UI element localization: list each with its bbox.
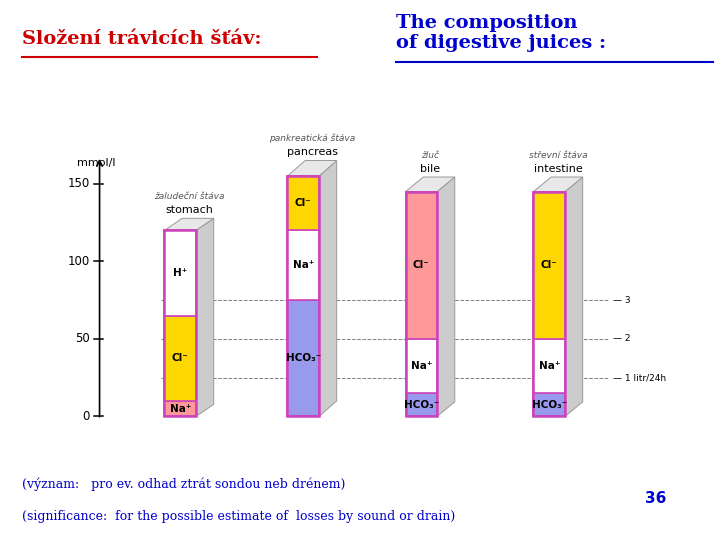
Bar: [287, 176, 319, 231]
Polygon shape: [565, 177, 582, 416]
Text: The composition
of digestive juices :: The composition of digestive juices :: [396, 14, 606, 52]
Polygon shape: [319, 160, 337, 416]
Text: žluč: žluč: [421, 151, 439, 160]
Text: H⁺: H⁺: [173, 268, 187, 278]
Polygon shape: [287, 160, 337, 176]
Bar: [287, 300, 319, 416]
Text: Na⁺: Na⁺: [292, 260, 314, 271]
Text: pancreas: pancreas: [287, 147, 338, 157]
Bar: [287, 231, 319, 300]
Bar: [164, 316, 196, 401]
Text: mmol/l: mmol/l: [77, 158, 115, 168]
Polygon shape: [437, 177, 455, 416]
Text: (significance:  for the possible estimate of  losses by sound or drain): (significance: for the possible estimate…: [22, 510, 455, 523]
Text: — 1 litr/24h: — 1 litr/24h: [613, 373, 666, 382]
Bar: [534, 192, 565, 416]
Bar: [405, 192, 437, 339]
Text: žaludeční štáva: žaludeční štáva: [154, 192, 225, 201]
Bar: [287, 176, 319, 416]
Text: střevní štáva: střevní štáva: [528, 151, 588, 160]
Text: Cl⁻: Cl⁻: [295, 198, 312, 208]
Bar: [405, 192, 437, 416]
Bar: [164, 231, 196, 316]
Polygon shape: [405, 177, 455, 192]
Text: 36: 36: [644, 491, 666, 507]
Bar: [534, 192, 565, 339]
Text: HCO₃⁻: HCO₃⁻: [286, 353, 321, 363]
Text: Na⁺: Na⁺: [169, 404, 191, 414]
Bar: [405, 339, 437, 393]
Text: 100: 100: [68, 255, 90, 268]
Bar: [164, 401, 196, 416]
Text: (význam:   pro ev. odhad ztrát sondou neb drénem): (význam: pro ev. odhad ztrát sondou neb …: [22, 478, 345, 491]
Text: Složení trávicích šťáv:: Složení trávicích šťáv:: [22, 30, 261, 48]
Bar: [405, 393, 437, 416]
Text: HCO₃⁻: HCO₃⁻: [404, 400, 439, 410]
Text: Na⁺: Na⁺: [539, 361, 560, 371]
Bar: [534, 393, 565, 416]
Text: intestine: intestine: [534, 164, 582, 174]
Polygon shape: [534, 177, 582, 192]
Polygon shape: [164, 218, 214, 231]
Text: bile: bile: [420, 164, 440, 174]
Text: pankreatická štáva: pankreatická štáva: [269, 134, 355, 144]
Text: — 3: — 3: [613, 296, 631, 305]
Text: Na⁺: Na⁺: [410, 361, 432, 371]
Text: — 2: — 2: [613, 334, 631, 343]
Text: 150: 150: [68, 177, 90, 191]
Text: Cl⁻: Cl⁻: [172, 353, 189, 363]
Text: Cl⁻: Cl⁻: [541, 260, 557, 271]
Bar: [534, 339, 565, 393]
Polygon shape: [196, 218, 214, 416]
Bar: [164, 231, 196, 416]
Text: 0: 0: [82, 410, 90, 423]
Text: Cl⁻: Cl⁻: [413, 260, 430, 271]
Text: HCO₃⁻: HCO₃⁻: [531, 400, 567, 410]
Text: stomach: stomach: [165, 205, 213, 215]
Text: 50: 50: [75, 333, 90, 346]
